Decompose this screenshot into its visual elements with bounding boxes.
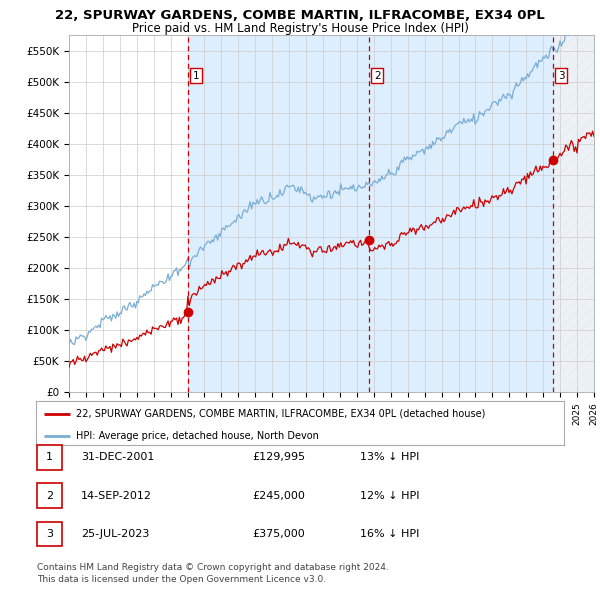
Text: 2: 2 — [374, 71, 380, 81]
Bar — [553, 35, 594, 392]
Text: 3: 3 — [558, 71, 565, 81]
Text: £375,000: £375,000 — [252, 529, 305, 539]
Text: This data is licensed under the Open Government Licence v3.0.: This data is licensed under the Open Gov… — [37, 575, 326, 584]
Text: 12% ↓ HPI: 12% ↓ HPI — [360, 491, 419, 500]
Text: 22, SPURWAY GARDENS, COMBE MARTIN, ILFRACOMBE, EX34 0PL: 22, SPURWAY GARDENS, COMBE MARTIN, ILFRA… — [55, 9, 545, 22]
Text: 13% ↓ HPI: 13% ↓ HPI — [360, 453, 419, 462]
Bar — [188, 35, 553, 392]
Text: Contains HM Land Registry data © Crown copyright and database right 2024.: Contains HM Land Registry data © Crown c… — [37, 563, 389, 572]
Text: 1: 1 — [46, 453, 53, 462]
Text: 16% ↓ HPI: 16% ↓ HPI — [360, 529, 419, 539]
Text: 22, SPURWAY GARDENS, COMBE MARTIN, ILFRACOMBE, EX34 0PL (detached house): 22, SPURWAY GARDENS, COMBE MARTIN, ILFRA… — [76, 409, 485, 418]
Text: £129,995: £129,995 — [252, 453, 305, 462]
Text: £245,000: £245,000 — [252, 491, 305, 500]
Text: 14-SEP-2012: 14-SEP-2012 — [81, 491, 152, 500]
Text: Price paid vs. HM Land Registry's House Price Index (HPI): Price paid vs. HM Land Registry's House … — [131, 22, 469, 35]
Text: 3: 3 — [46, 529, 53, 539]
Text: 31-DEC-2001: 31-DEC-2001 — [81, 453, 154, 462]
Bar — [553, 35, 594, 392]
Text: 1: 1 — [193, 71, 199, 81]
Text: HPI: Average price, detached house, North Devon: HPI: Average price, detached house, Nort… — [76, 431, 319, 441]
Text: 25-JUL-2023: 25-JUL-2023 — [81, 529, 149, 539]
Text: 2: 2 — [46, 491, 53, 500]
